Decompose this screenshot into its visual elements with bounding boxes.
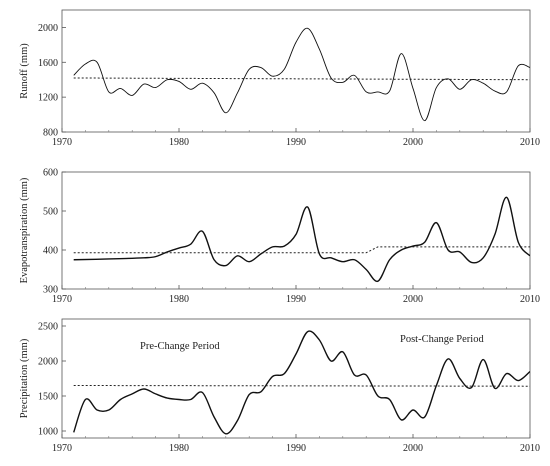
x-tick-label: 1980 bbox=[169, 137, 189, 148]
mean-line bbox=[73, 77, 530, 81]
plot-frame bbox=[61, 9, 531, 133]
x-tick-label: 1980 bbox=[169, 443, 189, 454]
annotation-label: Post-Change Period bbox=[400, 334, 484, 345]
panel-precipitation: 1970 1980 1990 2000 2010 1000 1500 2000 2500 Prec… bbox=[19, 318, 540, 454]
series-line bbox=[73, 27, 530, 122]
mean-line bbox=[73, 246, 530, 254]
annotation-label: Pre-Change Period bbox=[140, 341, 220, 352]
y-tick-label: 2000 bbox=[38, 357, 58, 368]
y-tick-label: 400 bbox=[43, 246, 58, 257]
panel-runoff: 1970 1980 1990 2000 2010 800 1200 1600 2000 Runof… bbox=[19, 9, 540, 148]
y-tick-label: 1600 bbox=[38, 58, 58, 69]
y-tick-label: 300 bbox=[43, 285, 58, 296]
mean-line bbox=[73, 385, 530, 387]
y-tick-label: 1500 bbox=[38, 392, 58, 403]
x-tick-label: 1990 bbox=[286, 294, 306, 305]
x-tick-label: 1990 bbox=[286, 137, 306, 148]
x-tick-label: 2010 bbox=[520, 443, 540, 454]
series-line bbox=[73, 196, 530, 283]
x-tick-label: 1980 bbox=[169, 294, 189, 305]
x-tick-label: 2000 bbox=[403, 137, 423, 148]
x-tick-label: 1970 bbox=[52, 137, 72, 148]
y-tick-label: 500 bbox=[43, 207, 58, 218]
series-line bbox=[73, 330, 530, 435]
y-tick-label: 2500 bbox=[38, 322, 58, 333]
y-axis-label: Precipitation (mm) bbox=[19, 338, 30, 418]
plot-frame bbox=[61, 171, 531, 290]
x-tick-label: 1970 bbox=[52, 443, 72, 454]
y-tick-label: 1200 bbox=[38, 93, 58, 104]
x-tick-label: 2010 bbox=[520, 137, 540, 148]
x-tick-label: 2010 bbox=[520, 294, 540, 305]
y-tick-label: 600 bbox=[43, 168, 58, 179]
y-tick-label: 1000 bbox=[38, 427, 58, 438]
y-axis-label: Runoff (mm) bbox=[19, 43, 30, 99]
y-tick-label: 2000 bbox=[38, 23, 58, 34]
x-tick-label: 2000 bbox=[403, 294, 423, 305]
y-tick-label: 800 bbox=[43, 128, 58, 139]
x-tick-label: 1990 bbox=[286, 443, 306, 454]
panel-evapotranspiration: 1970 1980 1990 2000 2010 300 400 500 600 Evapotra… bbox=[19, 168, 540, 306]
y-axis-label: Evapotranspiration (mm) bbox=[19, 177, 30, 283]
x-tick-label: 2000 bbox=[403, 443, 423, 454]
x-tick-label: 1970 bbox=[52, 294, 72, 305]
